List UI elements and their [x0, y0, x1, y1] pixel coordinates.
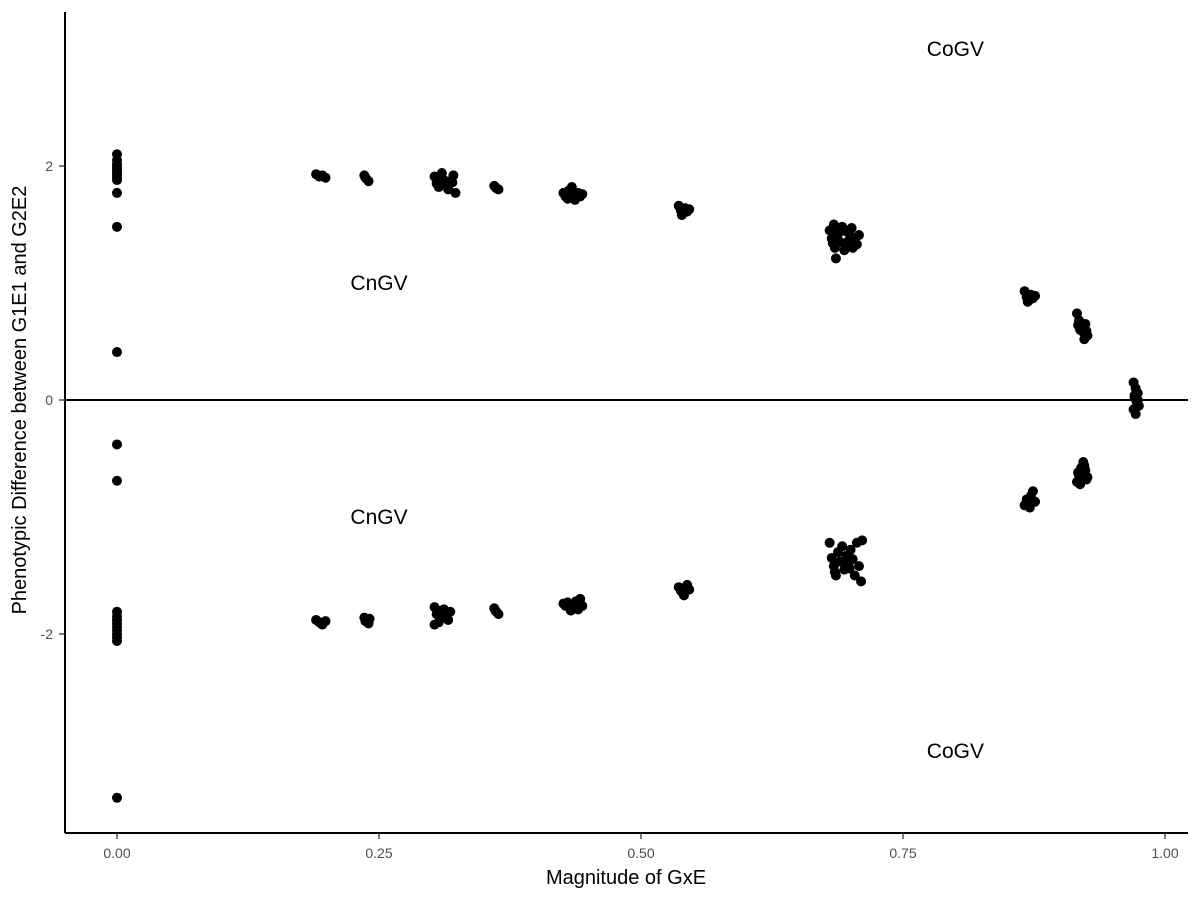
- data-point: [835, 556, 846, 567]
- data-point: [1079, 334, 1090, 345]
- data-point: [824, 537, 835, 548]
- data-point: [1073, 467, 1084, 478]
- data-point: [112, 221, 122, 232]
- y-tick-label: 0: [45, 392, 53, 408]
- data-point: [112, 792, 122, 803]
- data-point: [320, 172, 331, 183]
- annotation-label: CoGV: [927, 740, 984, 763]
- x-tick-label: 0.75: [889, 845, 916, 861]
- data-point: [563, 185, 574, 196]
- data-point: [845, 544, 856, 555]
- data-point: [1081, 474, 1092, 485]
- data-point: [827, 238, 838, 249]
- data-point: [565, 605, 576, 616]
- data-point: [490, 605, 501, 616]
- data-point: [112, 439, 122, 450]
- x-axis-title: Magnitude of GxE: [546, 867, 706, 889]
- data-point: [829, 566, 840, 577]
- x-tick-label: 0.50: [627, 845, 654, 861]
- data-point: [577, 600, 588, 611]
- data-point: [1022, 296, 1033, 307]
- annotation-label: CnGV: [350, 506, 407, 529]
- annotations: CoGV CnGV CnGV CoGV: [350, 38, 984, 763]
- data-point: [577, 189, 588, 200]
- data-point: [856, 576, 867, 587]
- data-point: [853, 561, 864, 572]
- data-point: [1130, 409, 1141, 420]
- data-point: [826, 552, 837, 563]
- data-point: [435, 605, 446, 616]
- x-tick-label: 0.25: [365, 845, 392, 861]
- data-point: [112, 175, 122, 186]
- data-point: [112, 187, 122, 198]
- data-point: [450, 187, 461, 198]
- data-point: [834, 224, 845, 235]
- data-point: [447, 177, 458, 188]
- data-point: [490, 182, 501, 193]
- data-point: [676, 210, 687, 221]
- annotation-label: CnGV: [350, 272, 407, 295]
- data-point: [837, 541, 848, 552]
- data-point: [112, 475, 122, 486]
- y-tick-label: 2: [45, 158, 53, 174]
- data-point: [320, 616, 331, 627]
- data-point: [434, 173, 445, 184]
- data-point: [678, 590, 689, 601]
- data-point: [1024, 502, 1035, 513]
- data-point: [569, 194, 580, 205]
- data-point: [847, 554, 858, 565]
- data-point: [840, 240, 851, 251]
- annotation-label: CoGV: [927, 38, 984, 61]
- data-point: [364, 613, 375, 624]
- data-point: [1079, 460, 1090, 471]
- data-point: [853, 230, 864, 241]
- data-point: [1073, 320, 1084, 331]
- data-point: [1081, 325, 1092, 336]
- data-point: [851, 239, 862, 250]
- data-points: [112, 149, 1144, 803]
- axes: 0.00 0.25 0.50 0.75 1.00 -2 0 2: [41, 12, 1188, 861]
- data-point: [443, 614, 454, 625]
- data-point: [684, 204, 695, 215]
- data-point: [112, 347, 122, 358]
- data-point: [1129, 390, 1140, 401]
- x-tick-label: 1.00: [1151, 845, 1178, 861]
- data-point: [445, 606, 456, 617]
- data-point: [112, 636, 122, 647]
- data-point: [844, 563, 855, 574]
- y-tick-label: -2: [41, 626, 54, 642]
- x-tick-label: 0.00: [103, 845, 130, 861]
- data-point: [830, 253, 841, 264]
- data-point: [1027, 486, 1038, 497]
- data-point: [1030, 290, 1041, 301]
- data-point: [429, 619, 440, 630]
- data-point: [849, 570, 860, 581]
- y-axis-title: Phenotypic Difference between G1E1 and G…: [9, 186, 31, 615]
- data-point: [846, 223, 857, 234]
- data-point: [857, 535, 868, 546]
- data-point: [360, 172, 371, 183]
